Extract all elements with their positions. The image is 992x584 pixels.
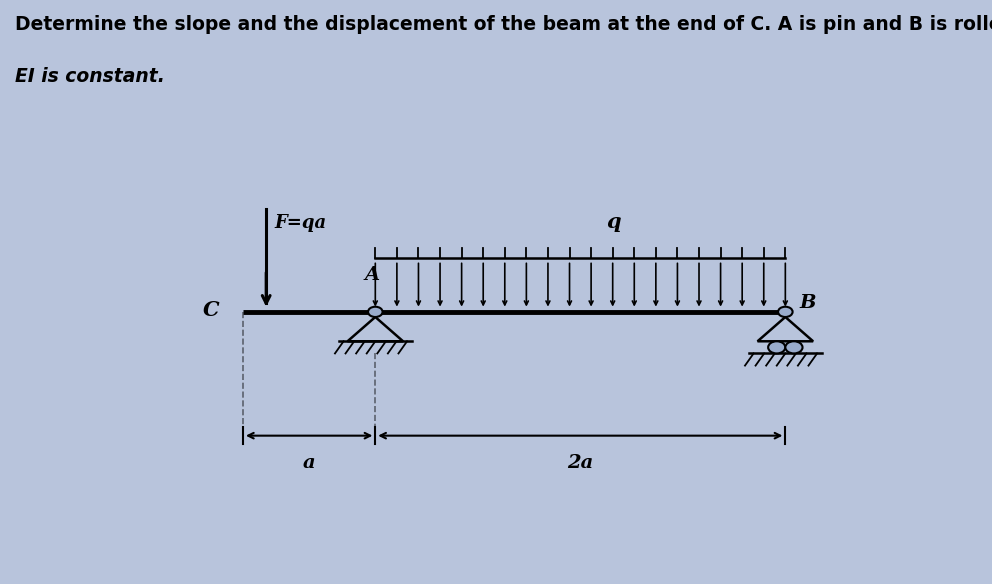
Circle shape — [778, 307, 793, 317]
Circle shape — [768, 341, 786, 353]
Text: B: B — [800, 294, 816, 311]
Text: a: a — [303, 454, 315, 472]
Text: F=qa: F=qa — [274, 214, 326, 232]
Text: EI is constant.: EI is constant. — [15, 67, 165, 86]
Circle shape — [786, 341, 803, 353]
Text: q: q — [606, 213, 621, 232]
Text: C: C — [203, 300, 220, 319]
Circle shape — [368, 307, 383, 317]
Text: Determine the slope and the displacement of the beam at the end of C. A is pin a: Determine the slope and the displacement… — [15, 15, 992, 34]
Text: A: A — [364, 266, 380, 284]
Text: 2a: 2a — [567, 454, 593, 472]
